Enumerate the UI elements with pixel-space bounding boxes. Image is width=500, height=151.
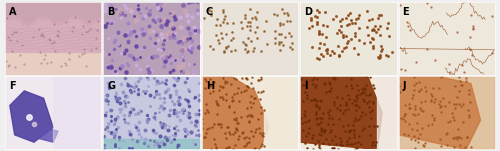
Text: E: E <box>402 7 409 17</box>
Text: F: F <box>9 81 16 91</box>
Text: H: H <box>206 81 214 91</box>
Text: I: I <box>304 81 308 91</box>
Polygon shape <box>39 127 58 142</box>
Text: B: B <box>107 7 114 17</box>
Text: A: A <box>9 7 16 17</box>
Polygon shape <box>202 76 270 149</box>
Text: C: C <box>206 7 213 17</box>
Polygon shape <box>300 76 382 149</box>
Text: D: D <box>304 7 312 17</box>
Polygon shape <box>398 76 480 149</box>
Text: G: G <box>107 81 115 91</box>
Text: J: J <box>402 81 406 91</box>
Polygon shape <box>10 91 53 142</box>
